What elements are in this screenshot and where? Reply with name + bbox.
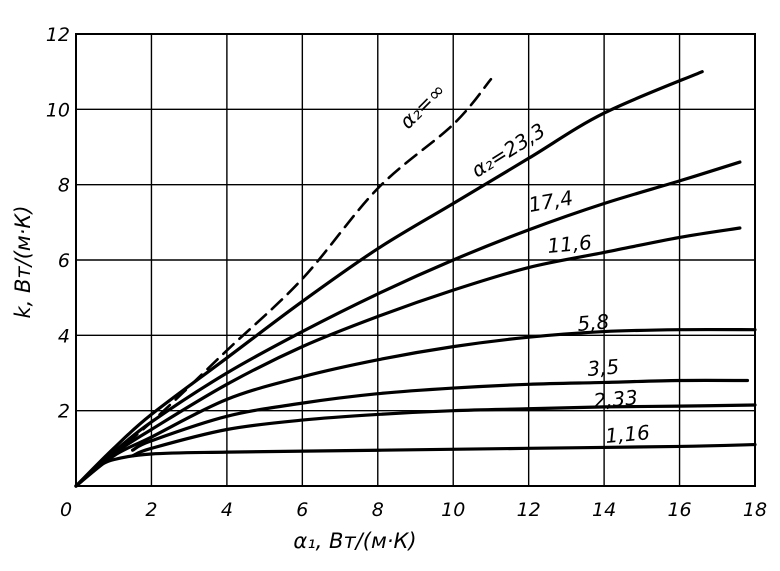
series-line-1 — [74, 70, 704, 488]
x-axis-label: α₁, Вт/(м·К) — [293, 529, 416, 553]
series-line-5 — [130, 378, 750, 452]
series-line-2 — [74, 160, 742, 488]
x-tick-label: 2 — [145, 499, 157, 521]
y-axis-label: k, Вт/(м·К) — [11, 205, 35, 318]
series-label-0: α₂=∞ — [395, 78, 451, 134]
x-tick-label: 10 — [441, 499, 465, 521]
series-label-2: 17,4 — [527, 186, 575, 217]
x-tick-label: 6 — [296, 499, 308, 521]
x-tick-label: 12 — [517, 499, 541, 521]
series-line-4 — [74, 327, 757, 488]
x-tick-label: 18 — [743, 499, 767, 521]
series-label-1: α₂=23,3 — [467, 118, 550, 182]
series-line-6 — [130, 403, 757, 458]
y-tick-label: 6 — [58, 250, 70, 272]
series-label-6: 2,33 — [592, 385, 638, 413]
tick-labels: 0 2 4 6 8 10 12 14 16 18 2 4 6 8 10 12 — [46, 24, 767, 521]
series-label-4: 5,8 — [576, 309, 610, 336]
series-label-3: 11,6 — [546, 230, 592, 258]
x-tick-label: 8 — [372, 499, 384, 521]
series-line-3 — [74, 226, 742, 488]
grid — [75, 33, 756, 487]
x-tick-label: 14 — [592, 499, 616, 521]
y-tick-label: 2 — [58, 401, 70, 423]
x-tick-label: 0 — [60, 499, 72, 521]
series-label-7: 1,16 — [604, 420, 650, 448]
y-tick-label: 4 — [58, 325, 70, 347]
y-tick-label: 10 — [46, 99, 70, 121]
series-label-5: 3,5 — [586, 354, 620, 381]
series-lines — [74, 70, 757, 488]
series-line-7 — [74, 442, 757, 488]
y-tick-label: 12 — [46, 24, 70, 46]
y-tick-label: 8 — [58, 175, 70, 197]
x-tick-label: 4 — [221, 499, 233, 521]
series-labels: α₂=∞ α₂=23,3 17,4 11,6 5,8 3,5 2,33 1,16 — [395, 78, 651, 448]
x-tick-label: 16 — [667, 499, 691, 521]
